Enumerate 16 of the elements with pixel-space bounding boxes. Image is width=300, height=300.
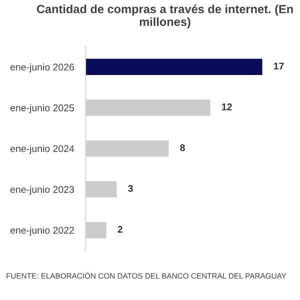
y-tick-label: ene-junio 2025 xyxy=(10,104,74,114)
bar xyxy=(86,100,210,116)
data-label: 8 xyxy=(180,144,185,152)
data-label: 2 xyxy=(118,226,122,233)
y-tick-label: ene-junio 2022 xyxy=(10,226,74,236)
data-label: 12 xyxy=(222,103,232,110)
y-tick-label: ene-junio 2023 xyxy=(10,186,74,195)
bar xyxy=(86,222,106,238)
bar xyxy=(86,140,169,157)
y-tick-label: ene-junio 2026 xyxy=(10,63,74,72)
bar xyxy=(86,58,262,76)
bar xyxy=(86,181,117,198)
chart-title: Cantidad de compras a través de internet. (En millones) xyxy=(36,4,293,28)
data-label: 3 xyxy=(128,185,133,192)
y-tick-label: ene-junio 2024 xyxy=(10,144,74,154)
data-label: 17 xyxy=(274,62,284,70)
